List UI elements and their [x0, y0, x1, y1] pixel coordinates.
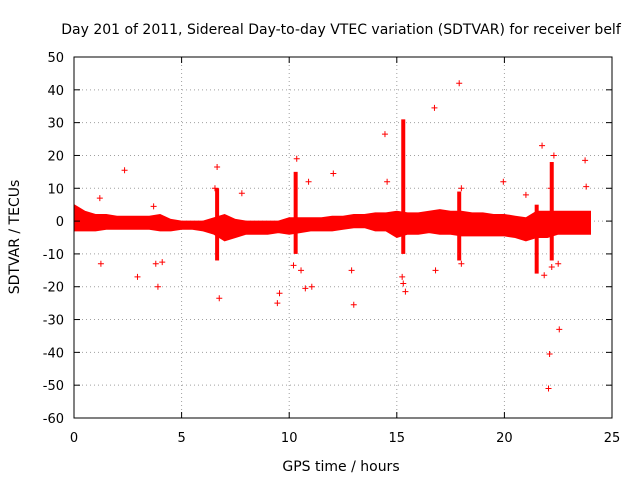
axis-ticks: 0 5 10 15 20 25 -60 -50 -40 -30 -20 -10 0 10 20 30 40 50 [43, 51, 621, 446]
y-tick-label: 50 [47, 51, 64, 66]
sdtvar-point [302, 285, 309, 292]
sdtvar-point [152, 260, 159, 267]
sdtvar-point [458, 260, 465, 267]
sdtvar-point [431, 104, 438, 111]
sdtvar-point [350, 301, 357, 308]
sdtvar-point [400, 280, 407, 287]
sdtvar-point [348, 267, 355, 274]
y-axis-label: SDTVAR / TECUs [7, 180, 23, 295]
sdtvar-point [150, 203, 157, 210]
sdtvar-spike [215, 188, 220, 261]
sdtvar-dense-band [73, 203, 591, 242]
sdtvar-point [211, 185, 218, 192]
x-tick-label: 25 [604, 431, 621, 446]
sdtvar-point [456, 80, 463, 87]
sdtvar-point [547, 185, 554, 192]
sdtvar-point [293, 155, 300, 162]
sdtvar-point [121, 167, 128, 174]
sdtvar-point [539, 142, 546, 149]
sdtvar-point [583, 183, 590, 190]
sdtvar-point [216, 295, 223, 302]
y-tick-label: -50 [43, 379, 64, 394]
x-tick-label: 0 [70, 431, 78, 446]
sdtvar-point [522, 191, 529, 198]
y-tick-label: 10 [47, 182, 64, 197]
sdtvar-point [546, 351, 553, 358]
sdtvar-spike [293, 171, 298, 254]
y-tick-label: -40 [43, 346, 64, 361]
sdtvar-spike [401, 119, 406, 254]
y-tick-label: 0 [56, 215, 64, 230]
y-tick-label: -30 [43, 314, 64, 329]
plot-frame [73, 56, 613, 419]
y-tick-label: 20 [47, 149, 64, 164]
sdtvar-point [290, 262, 297, 269]
sdtvar-point [305, 178, 312, 185]
sdtvar-point [330, 170, 337, 177]
sdtvar-point [550, 152, 557, 159]
sdtvar-point [432, 267, 439, 274]
sdtvar-point [545, 385, 552, 392]
sdtvar-point [159, 259, 166, 266]
sdtvar-point [381, 131, 388, 138]
sdtvar-point [96, 195, 103, 202]
sdtvar-point [134, 273, 141, 280]
sdtvar-point [308, 283, 315, 290]
x-tick-label: 15 [389, 431, 406, 446]
sdtvar-point [154, 283, 161, 290]
sdtvar-spike [534, 204, 539, 274]
sdtvar-point [238, 190, 245, 197]
sdtvar-point [402, 288, 409, 295]
grid [74, 57, 612, 418]
sdtvar-point [214, 163, 221, 170]
sdtvar-point [555, 260, 562, 267]
y-tick-label: -10 [43, 248, 64, 263]
sdtvar-point [548, 264, 555, 271]
sdtvar-point [274, 300, 281, 307]
y-tick-label: -60 [43, 412, 64, 427]
sdtvar-spike [457, 191, 462, 261]
x-axis-label: GPS time / hours [282, 459, 399, 475]
y-tick-label: -20 [43, 281, 64, 296]
sdtvar-point [298, 267, 305, 274]
sdtvar-point [556, 326, 563, 333]
sdtvar-point [500, 178, 507, 185]
x-tick-label: 20 [496, 431, 513, 446]
sdtvar-spike [549, 162, 554, 261]
chart-title: Day 201 of 2011, Sidereal Day-to-day VTE… [61, 22, 622, 38]
sdtvar-point [399, 273, 406, 280]
sdtvar-point [458, 185, 465, 192]
sdtvar-point [384, 178, 391, 185]
y-tick-label: 30 [47, 117, 64, 132]
data-series [73, 80, 591, 392]
sdtvar-point [582, 157, 589, 164]
x-tick-label: 10 [281, 431, 298, 446]
x-tick-label: 5 [177, 431, 185, 446]
y-tick-label: 40 [47, 84, 64, 99]
sdtvar-point [541, 272, 548, 279]
sdtvar-point [276, 290, 283, 297]
sdtvar-point [97, 260, 104, 267]
